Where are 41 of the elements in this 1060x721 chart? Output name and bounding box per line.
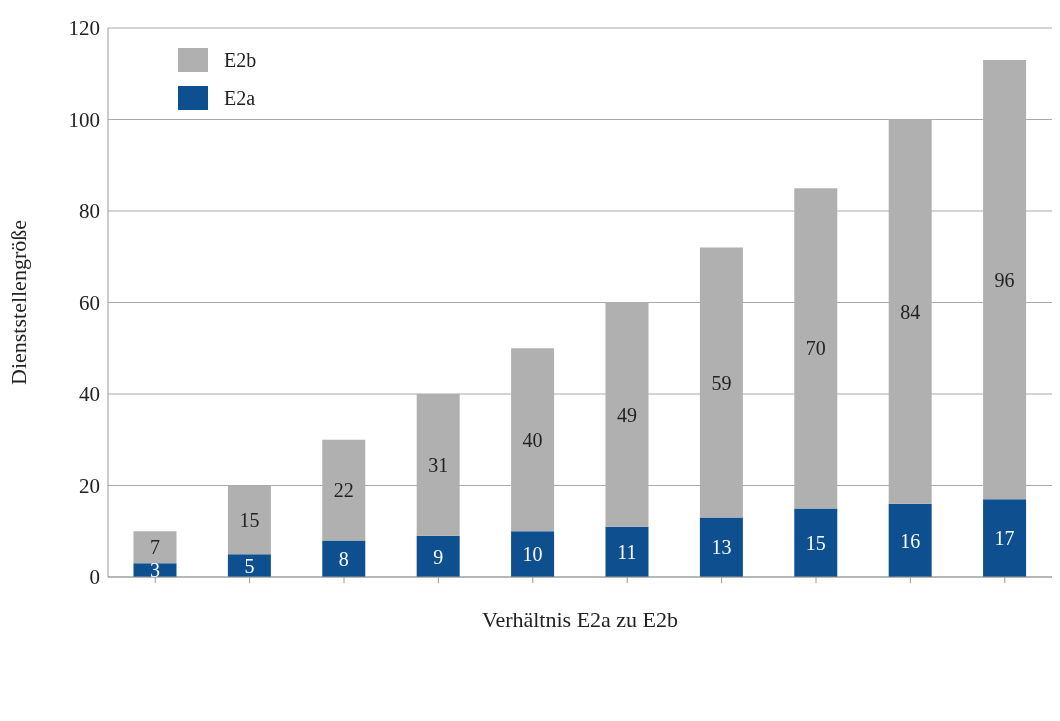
data-label: 16	[900, 529, 921, 552]
data-label: 31	[428, 454, 449, 477]
y-tick-label: 120	[68, 16, 100, 41]
bar	[605, 526, 649, 577]
legend-label: E2b	[224, 48, 257, 72]
data-label: 5	[244, 554, 255, 577]
data-label: 3	[149, 559, 160, 582]
data-label: 70	[805, 337, 826, 360]
legend-label: E2a	[224, 86, 256, 110]
x-axis-title: Verhältnis E2a zu E2b	[481, 607, 679, 632]
data-label: 49	[616, 403, 637, 426]
y-axis-title: Dienststellengröße	[5, 220, 31, 385]
bar	[888, 503, 932, 577]
data-label: 15	[805, 531, 826, 554]
bar	[794, 508, 838, 577]
y-tick-label: 80	[79, 199, 100, 224]
y-tick-label: 20	[79, 473, 100, 498]
data-label: 84	[900, 300, 921, 323]
y-tick-label: 60	[79, 290, 100, 315]
data-label: 59	[711, 371, 732, 394]
data-label: 8	[338, 547, 349, 570]
data-label: 7	[149, 536, 160, 559]
data-label: 10	[522, 543, 543, 566]
data-label: 13	[711, 536, 732, 559]
data-label: 40	[522, 428, 543, 451]
bar	[416, 535, 460, 577]
bar	[511, 531, 555, 577]
bar	[699, 517, 743, 577]
data-label: 11	[617, 540, 637, 563]
bar	[983, 499, 1027, 577]
y-tick-label: 40	[79, 382, 100, 407]
bar	[227, 554, 271, 577]
bar	[133, 531, 177, 564]
y-tick-label: 0	[89, 565, 100, 590]
bar	[322, 540, 366, 577]
data-label: 9	[433, 545, 444, 568]
y-tick-label: 100	[68, 107, 100, 132]
data-label: 22	[333, 479, 354, 502]
data-label: 15	[239, 508, 260, 531]
data-label: 96	[994, 268, 1015, 291]
data-label: 17	[994, 527, 1015, 550]
